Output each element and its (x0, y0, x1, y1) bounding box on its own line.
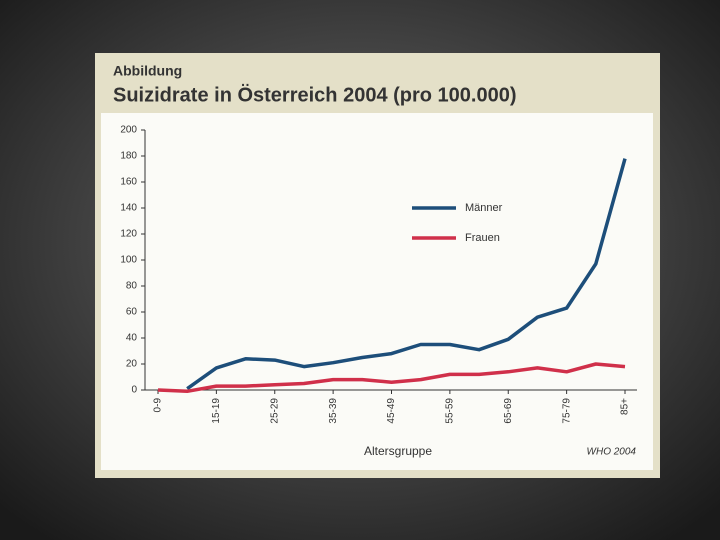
x-tick-label: 0-9 (153, 398, 164, 413)
legend-label: Frauen (465, 232, 500, 244)
legend-label: Männer (465, 202, 503, 214)
y-tick-label: 20 (126, 359, 138, 370)
chart-title: Suizidrate in Österreich 2004 (pro 100.0… (113, 83, 517, 106)
x-tick-label: 85+ (620, 398, 631, 415)
y-tick-label: 180 (120, 151, 137, 162)
y-tick-label: 140 (120, 203, 137, 214)
x-tick-label: 65-69 (503, 398, 514, 424)
x-tick-label: 15-19 (211, 398, 222, 424)
y-tick-label: 60 (126, 307, 138, 318)
x-tick-label: 45-49 (386, 398, 397, 424)
x-tick-label: 55-59 (445, 398, 456, 424)
y-tick-label: 80 (126, 281, 138, 292)
y-tick-label: 120 (120, 229, 137, 240)
series-line (157, 362, 626, 394)
chart-panel (101, 113, 653, 470)
y-tick-label: 0 (131, 385, 137, 396)
x-tick-label: 25-29 (269, 398, 280, 424)
x-tick-label: 35-39 (328, 398, 339, 424)
y-tick-label: 40 (126, 333, 138, 344)
y-tick-label: 200 (120, 125, 137, 136)
y-tick-label: 160 (120, 177, 137, 188)
x-axis-label: Altersgruppe (364, 444, 432, 458)
x-tick-label: 75-79 (561, 398, 572, 424)
y-tick-label: 100 (120, 255, 137, 266)
figure-header: Abbildung (113, 63, 182, 79)
series-line (186, 158, 627, 391)
source-note: WHO 2004 (587, 447, 637, 458)
